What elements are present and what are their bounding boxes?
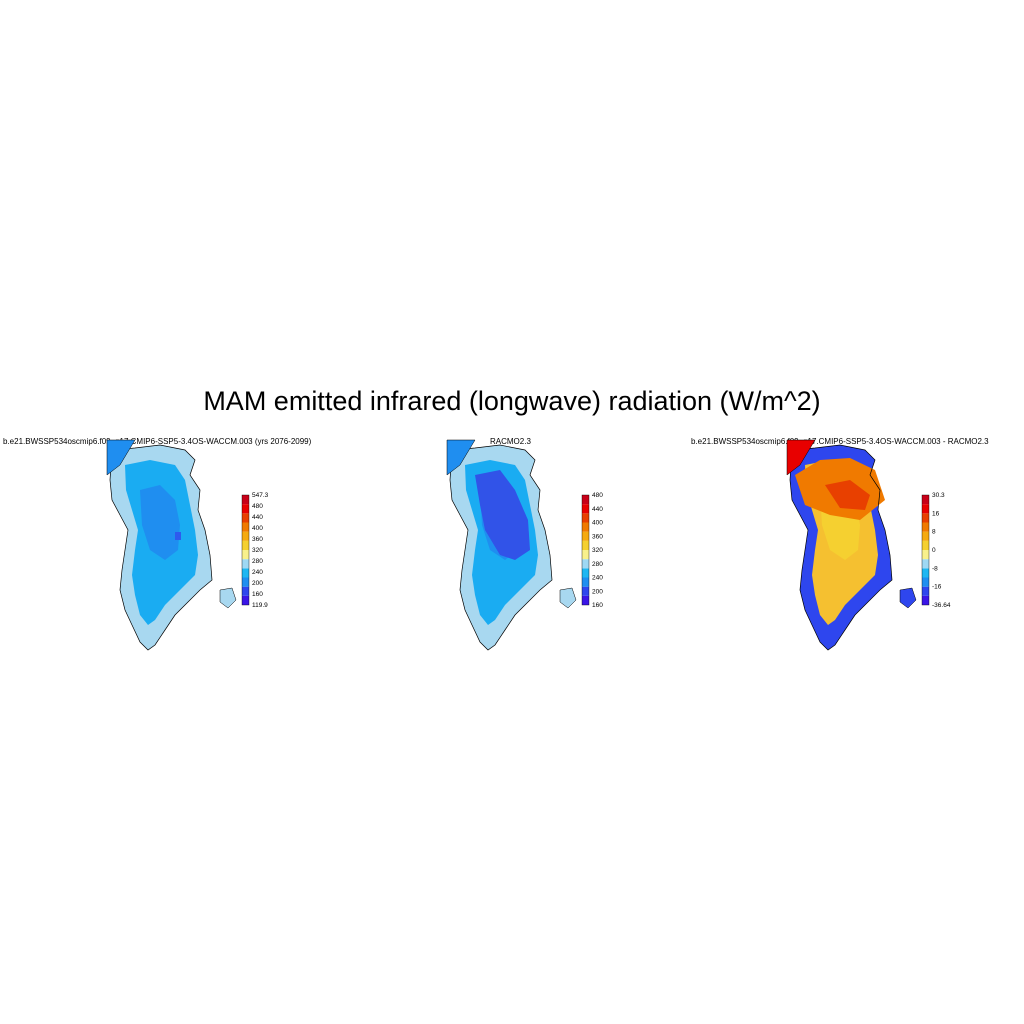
map-racmo: 480 440 400 360 320 280 240 200 160 (446, 439, 603, 651)
colorbar-segment (242, 568, 249, 578)
colorbar-segment (242, 577, 249, 587)
colorbar-label: 160 (592, 602, 603, 609)
colorbar-segment (922, 504, 929, 514)
colorbar-segment (922, 531, 929, 541)
colorbar-segment (922, 568, 929, 578)
colorbar-label: 8 (932, 529, 936, 536)
colorbar-segment (582, 586, 589, 596)
colorbar-segment (922, 522, 929, 532)
colorbar-segment (922, 577, 929, 587)
colorbar-label: 240 (252, 569, 263, 576)
colorbar-segment (582, 522, 589, 532)
ice-sheet-core (140, 485, 180, 560)
colorbar-segment (582, 595, 589, 605)
colorbar-label: 16 (932, 510, 940, 517)
panel-racmo: RACMO2.3 480 440 400 360 320 280 240 200 160 (340, 430, 680, 660)
island (899, 587, 917, 609)
coastline (449, 444, 553, 651)
colorbar-segment (582, 540, 589, 550)
colorbar-segment (922, 513, 929, 523)
colorbar-segment (922, 595, 929, 605)
colorbar-segment (242, 595, 249, 605)
colorbar-frame (241, 494, 250, 606)
colorbar-label: 360 (592, 533, 603, 540)
colorbar-segment (922, 540, 929, 550)
colorbar-segment (922, 495, 929, 505)
colorbar-label: 119.9 (252, 602, 268, 609)
colorbar-label: 440 (252, 514, 263, 521)
island (219, 587, 237, 609)
colorbar-label: 280 (592, 561, 603, 568)
field-core (475, 470, 530, 560)
colorbar-segment (242, 550, 249, 560)
colorbar-label: 240 (592, 575, 603, 582)
figure-title: MAM emitted infrared (longwave) radiatio… (203, 386, 821, 416)
colorbar-label: 440 (592, 506, 603, 513)
colorbar-segment (582, 513, 589, 523)
colorbar-label: 400 (592, 520, 603, 527)
colorbar-segment (922, 586, 929, 596)
colorbar-label: 320 (252, 547, 263, 554)
colorbar-label: 160 (252, 591, 263, 598)
colorbar-segment (582, 531, 589, 541)
panel-model: b.e21.BWSSP534oscmip6.f09_g17.CMIP6-SSP5… (0, 430, 340, 660)
colorbar-segment (582, 559, 589, 569)
colorbar-segment (242, 495, 249, 505)
ellesmere-island (106, 439, 136, 476)
colorbar-segment (242, 513, 249, 523)
colorbar-label: 320 (592, 547, 603, 554)
map-difference: 30.3 16 8 0 -8 -16 -36.64 (786, 439, 951, 651)
colorbar-segment (582, 550, 589, 560)
colorbar-frame (921, 494, 930, 606)
colorbar-segment (582, 495, 589, 505)
colorbar-segment (242, 540, 249, 550)
map-model: 547.3 480 440 400 360 320 280 240 200 160 119.9 (106, 439, 269, 651)
colorbar-segment (582, 568, 589, 578)
colorbar-label: 480 (592, 492, 603, 499)
panel-title: b.e21.BWSSP534oscmip6.f09_g17.CMIP6-SSP5… (3, 437, 312, 446)
colorbar-label: -8 (932, 565, 938, 572)
colorbar-segment (922, 559, 929, 569)
island (559, 587, 577, 609)
colorbar-label: -16 (932, 584, 942, 591)
colorbar-segment (242, 522, 249, 532)
panel-difference: b.e21.BWSSP534oscmip6.f09_g17.CMIP6-SSP5… (680, 430, 1020, 660)
colorbar-label: -36.64 (932, 602, 951, 609)
colorbar-label: 280 (252, 558, 263, 565)
colorbar-segment (582, 504, 589, 514)
colorbar-segment (242, 531, 249, 541)
colorbar-frame (581, 494, 590, 606)
colorbar-label: 0 (932, 547, 936, 554)
colorbar-label: 480 (252, 503, 263, 510)
field-spot (175, 532, 181, 540)
colorbar-segment (922, 550, 929, 560)
colorbar-segment (242, 504, 249, 514)
panel-title: RACMO2.3 (490, 437, 531, 446)
colorbar-label: 400 (252, 525, 263, 532)
colorbar-label: 200 (592, 588, 603, 595)
ellesmere-island (446, 439, 476, 476)
colorbar-segment (242, 586, 249, 596)
colorbar-label: 360 (252, 536, 263, 543)
field-north-hot (825, 480, 870, 510)
colorbar-label: 547.3 (252, 492, 269, 499)
ellesmere-island (786, 439, 816, 476)
coastline (109, 444, 213, 651)
colorbar-segment (582, 577, 589, 587)
colorbar-segment (242, 559, 249, 569)
panel-title: b.e21.BWSSP534oscmip6.f09_g17.CMIP6-SSP5… (691, 437, 989, 446)
colorbar-label: 30.3 (932, 492, 945, 499)
coastline (789, 444, 893, 651)
colorbar-label: 200 (252, 580, 263, 587)
